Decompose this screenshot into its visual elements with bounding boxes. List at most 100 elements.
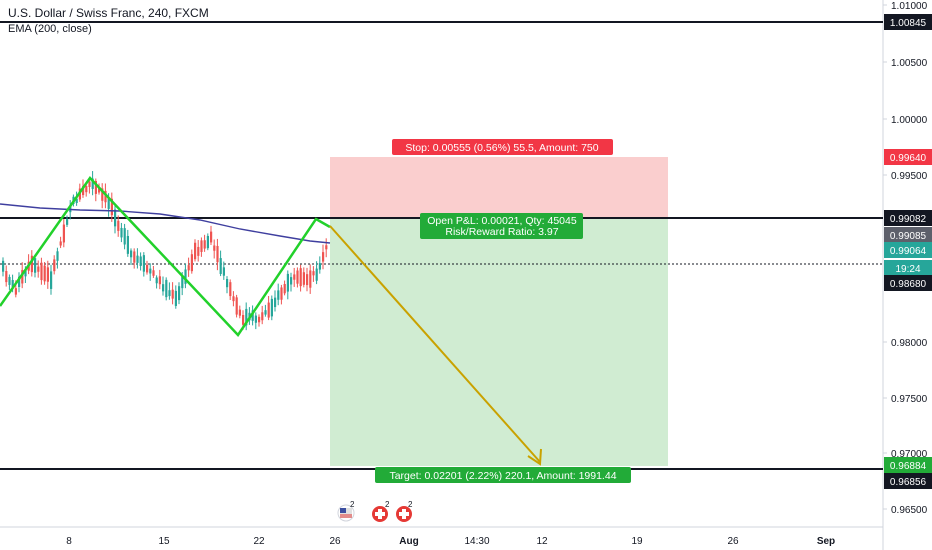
candle-body: [165, 279, 168, 298]
price-tag-label: 0.96856: [890, 477, 927, 488]
price-tick-label: 1.00500: [891, 58, 928, 69]
candle-body: [213, 245, 216, 251]
candle-body: [254, 315, 257, 323]
candle-body: [101, 188, 104, 201]
price-tick-label: 0.97000: [891, 449, 928, 460]
candle-body: [8, 276, 11, 285]
candle-body: [75, 198, 78, 203]
candle-body: [315, 268, 318, 281]
projection-arrow-line[interactable]: [329, 225, 541, 463]
price-tag: 1.00845: [884, 14, 932, 30]
candle-body: [222, 267, 225, 276]
candle-body: [245, 308, 248, 326]
candle-body: [5, 271, 8, 283]
target-zone[interactable]: [330, 219, 668, 466]
event-badge-ch-2[interactable]: 2: [396, 500, 413, 522]
candle-body: [174, 290, 177, 306]
candle-body: [120, 227, 123, 238]
candle-body: [50, 271, 53, 289]
candle-body: [242, 315, 245, 325]
candle-body: [82, 186, 85, 196]
candle-body: [53, 259, 56, 272]
candle-body: [126, 235, 129, 254]
indicator-legend[interactable]: EMA (200, close): [8, 23, 92, 35]
time-tick-label: 15: [158, 536, 170, 547]
rr-label-text: Risk/Reward Ratio: 3.97: [445, 226, 558, 238]
candle-body: [110, 198, 113, 216]
time-tick-label: 19: [631, 536, 643, 547]
candle-body: [149, 268, 152, 274]
candle-body: [194, 242, 197, 260]
candle-body: [302, 272, 305, 285]
candle-body: [114, 209, 117, 227]
candle-body: [146, 264, 149, 273]
price-tag: 0.99064: [884, 242, 932, 258]
candle-body: [296, 270, 299, 284]
projection-arrowhead: [527, 448, 542, 466]
price-tick-label: 0.97500: [891, 394, 928, 405]
candle-body: [2, 260, 5, 272]
candle-body: [40, 262, 43, 281]
badge-count-ch-2: 2: [408, 500, 413, 509]
badge-count-ch-1: 2: [385, 500, 390, 509]
candle-body: [203, 240, 206, 249]
candle-body: [280, 287, 283, 300]
candle-body: [11, 280, 14, 288]
candle-body: [88, 181, 91, 188]
time-axis[interactable]: 8 15 22 26 Aug 14:30 12 19 26 Sep: [66, 536, 835, 547]
time-tick-label: 26: [727, 536, 739, 547]
candle-body: [139, 256, 142, 266]
price-tag: 0.96884: [884, 457, 932, 473]
pnl-label[interactable]: Open P&L: 0.00021, Qty: 45045 Risk/Rewar…: [420, 213, 583, 239]
candle-body: [158, 276, 161, 285]
price-tick-label: 0.99500: [891, 171, 928, 182]
event-badge-us[interactable]: 2: [337, 500, 355, 522]
candle-body: [277, 290, 280, 300]
zigzag-pattern[interactable]: [0, 176, 331, 337]
candle-body: [91, 178, 94, 189]
price-tag: 0.99085: [884, 227, 932, 243]
candle-body: [226, 279, 229, 288]
time-tick-label: 22: [253, 536, 265, 547]
price-tick-label: 1.01000: [891, 1, 928, 12]
pnl-label-text: Open P&L: 0.00021, Qty: 45045: [427, 215, 577, 227]
ema-200-line: [0, 203, 331, 244]
candle-body: [136, 255, 139, 263]
candle-body: [200, 240, 203, 252]
price-tick-label: 0.96500: [891, 505, 928, 516]
price-tag-label: 0.99085: [890, 231, 927, 242]
price-tick-label: 0.98000: [891, 338, 928, 349]
time-tick-label: 8: [66, 536, 72, 547]
time-tick-label: Sep: [817, 536, 835, 547]
price-axis[interactable]: 1.01000 1.00500 1.00000 0.99500 0.98000 0.975…: [883, 1, 928, 516]
candle-body: [290, 277, 293, 285]
candle-body: [264, 310, 267, 315]
target-label[interactable]: Target: 0.02201 (2.22%) 220.1, Amount: 1…: [375, 467, 631, 483]
candle-body: [312, 271, 315, 276]
symbol-title[interactable]: U.S. Dollar / Swiss Franc, 240, FXCM: [8, 6, 209, 20]
candle-body: [117, 220, 120, 231]
candle-body: [322, 252, 325, 262]
candle-body: [107, 197, 110, 209]
candle-body: [216, 245, 219, 263]
price-tag: 19:24: [884, 260, 932, 276]
price-tags: 1.00845 0.99640 0.99082 0.99085 0.99064 19:24…: [884, 14, 932, 489]
candle-body: [190, 254, 193, 272]
stop-zone[interactable]: [330, 157, 668, 219]
candle-body: [206, 235, 209, 249]
candle-body: [24, 269, 27, 277]
candle-body: [286, 273, 289, 292]
price-tag: 0.99082: [884, 210, 932, 226]
candle-body: [94, 180, 97, 194]
event-badge-ch[interactable]: 2: [372, 500, 390, 522]
candle-body: [162, 284, 165, 292]
candle-body: [267, 302, 270, 318]
candle-body: [46, 267, 49, 282]
candle-body: [258, 316, 261, 323]
candle-body: [98, 187, 101, 193]
time-tick-label: 14:30: [464, 536, 489, 547]
candle-body: [18, 276, 21, 287]
candle-body: [232, 296, 235, 302]
stop-label[interactable]: Stop: 0.00555 (0.56%) 55.5, Amount: 750: [392, 139, 613, 155]
